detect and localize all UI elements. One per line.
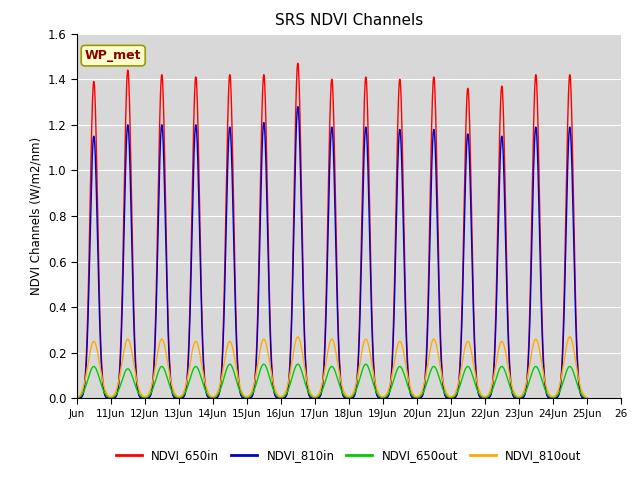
Text: WP_met: WP_met [85, 49, 141, 62]
Legend: NDVI_650in, NDVI_810in, NDVI_650out, NDVI_810out: NDVI_650in, NDVI_810in, NDVI_650out, NDV… [111, 444, 587, 467]
Title: SRS NDVI Channels: SRS NDVI Channels [275, 13, 423, 28]
Y-axis label: NDVI Channels (W/m2/nm): NDVI Channels (W/m2/nm) [29, 137, 42, 295]
